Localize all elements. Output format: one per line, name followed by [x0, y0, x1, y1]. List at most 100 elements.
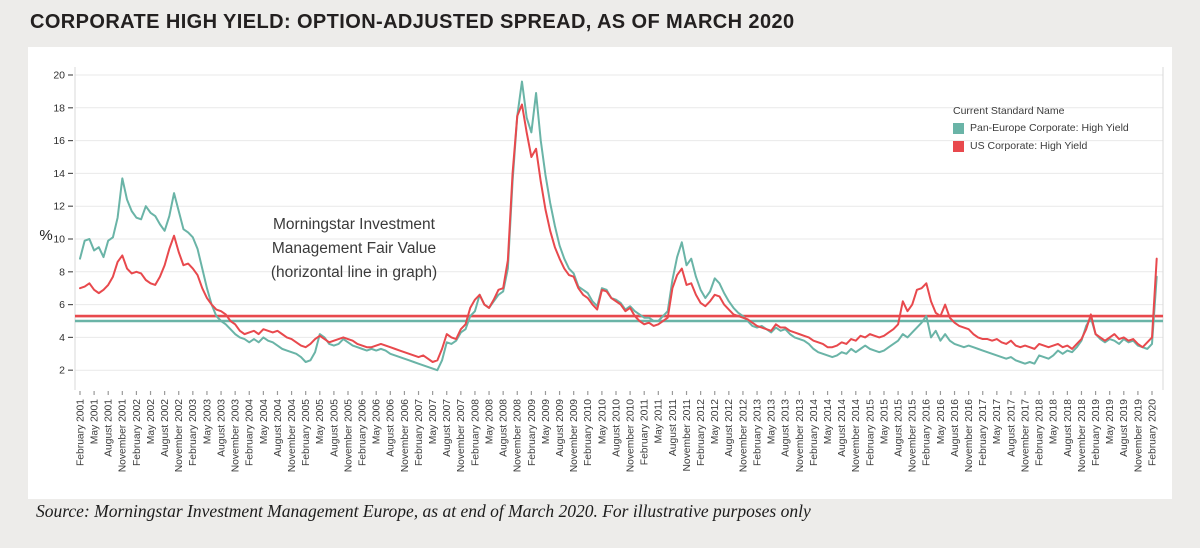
legend-title: Current Standard Name [953, 105, 1065, 117]
svg-text:November 2012: November 2012 [738, 399, 749, 473]
svg-text:February 2020: February 2020 [1147, 399, 1158, 466]
svg-text:May 2019: May 2019 [1105, 399, 1116, 444]
svg-text:May 2001: May 2001 [90, 399, 101, 444]
svg-text:February 2002: February 2002 [132, 399, 143, 466]
svg-text:August 2005: August 2005 [329, 399, 340, 457]
svg-text:August 2014: August 2014 [837, 399, 848, 457]
svg-text:November 2015: November 2015 [908, 399, 919, 473]
svg-text:6: 6 [59, 299, 65, 311]
svg-text:2: 2 [59, 365, 65, 377]
svg-text:November 2019: November 2019 [1133, 399, 1144, 473]
svg-text:May 2010: May 2010 [597, 399, 608, 444]
svg-text:May 2009: May 2009 [541, 399, 552, 444]
svg-text:February 2006: February 2006 [358, 399, 369, 466]
svg-text:February 2009: February 2009 [527, 399, 538, 466]
svg-text:12: 12 [53, 201, 65, 213]
svg-text:February 2018: February 2018 [1035, 399, 1046, 466]
us-series-swatch-icon [953, 140, 964, 152]
svg-text:November 2009: November 2009 [569, 399, 580, 473]
svg-text:November 2003: November 2003 [231, 399, 242, 473]
svg-text:August 2002: August 2002 [160, 399, 171, 457]
svg-text:August 2015: August 2015 [894, 399, 905, 457]
svg-text:February 2017: February 2017 [978, 399, 989, 466]
svg-text:4: 4 [59, 332, 65, 344]
svg-text:November 2004: November 2004 [287, 399, 298, 473]
page-title: CORPORATE HIGH YIELD: OPTION-ADJUSTED SP… [30, 11, 795, 33]
svg-text:May 2018: May 2018 [1049, 399, 1060, 444]
svg-text:November 2016: November 2016 [964, 399, 975, 473]
svg-text:November 2018: November 2018 [1077, 399, 1088, 473]
svg-text:November 2011: November 2011 [682, 399, 693, 472]
svg-text:August 2010: August 2010 [611, 399, 622, 457]
svg-text:November 2007: November 2007 [456, 399, 467, 473]
svg-text:February 2015: February 2015 [865, 399, 876, 466]
svg-text:August 2003: August 2003 [216, 399, 227, 457]
svg-text:8: 8 [59, 266, 65, 278]
svg-text:August 2017: August 2017 [1006, 399, 1017, 457]
svg-text:November 2010: November 2010 [626, 399, 637, 473]
svg-text:14: 14 [53, 168, 65, 180]
svg-text:November 2013: November 2013 [795, 399, 806, 473]
svg-text:August 2007: August 2007 [442, 399, 453, 457]
svg-text:November 2005: November 2005 [343, 399, 354, 473]
y-axis-title: % [39, 227, 53, 244]
pan-europe-series-swatch-icon [953, 122, 964, 134]
svg-text:November 2006: November 2006 [400, 399, 411, 473]
svg-text:February 2012: February 2012 [696, 399, 707, 466]
annotation-line: (horizontal line in graph) [270, 264, 438, 282]
svg-text:18: 18 [53, 102, 65, 114]
chart-legend: Current Standard Name Pan-Europe Corpora… [953, 105, 1168, 158]
svg-text:August 2011: August 2011 [668, 399, 679, 456]
svg-text:February 2008: February 2008 [470, 399, 481, 466]
svg-text:August 2009: August 2009 [555, 399, 566, 457]
svg-text:August 2012: August 2012 [724, 399, 735, 457]
svg-text:February 2019: February 2019 [1091, 399, 1102, 466]
svg-text:May 2011: May 2011 [654, 399, 665, 444]
svg-text:August 2006: August 2006 [386, 399, 397, 457]
svg-text:May 2005: May 2005 [315, 399, 326, 444]
annotation-line: Management Fair Value [271, 240, 437, 258]
svg-text:November 2001: November 2001 [118, 399, 129, 473]
svg-text:February 2010: February 2010 [583, 399, 594, 466]
svg-text:February 2016: February 2016 [922, 399, 933, 466]
svg-text:May 2008: May 2008 [484, 399, 495, 444]
svg-text:20: 20 [53, 70, 65, 82]
svg-text:May 2004: May 2004 [259, 399, 270, 444]
svg-text:May 2012: May 2012 [710, 399, 721, 444]
svg-text:May 2015: May 2015 [879, 399, 890, 444]
svg-text:November 2008: November 2008 [513, 399, 524, 473]
svg-text:10: 10 [53, 234, 65, 246]
svg-text:February 2014: February 2014 [809, 399, 820, 466]
svg-text:May 2016: May 2016 [936, 399, 947, 444]
svg-text:May 2017: May 2017 [992, 399, 1003, 444]
svg-text:May 2003: May 2003 [202, 399, 213, 444]
svg-text:February 2004: February 2004 [245, 399, 256, 466]
svg-text:16: 16 [53, 135, 65, 147]
svg-text:August 2004: August 2004 [273, 399, 284, 457]
svg-text:May 2014: May 2014 [823, 399, 834, 444]
chart-panel: 2 4 6 8 10 12 14 16 18 20 February 2001 May 2001 Aug… [28, 47, 1172, 499]
svg-text:February 2013: February 2013 [752, 399, 763, 466]
fair-value-annotation: Morningstar Investment Management Fair V… [254, 213, 454, 285]
svg-text:May 2002: May 2002 [146, 399, 157, 444]
svg-text:November 2014: November 2014 [851, 399, 862, 473]
svg-text:May 2013: May 2013 [767, 399, 778, 444]
svg-text:February 2005: February 2005 [301, 399, 312, 466]
svg-text:August 2018: August 2018 [1063, 399, 1074, 457]
svg-text:November 2002: November 2002 [174, 399, 185, 473]
annotation-line: Morningstar Investment [273, 216, 435, 233]
svg-text:February 2001: February 2001 [75, 399, 86, 466]
svg-text:February 2003: February 2003 [188, 399, 199, 466]
legend-item-us: US Corporate: High Yield [953, 140, 1168, 152]
svg-text:November 2017: November 2017 [1020, 399, 1031, 473]
svg-text:August 2001: August 2001 [104, 399, 115, 457]
legend-item-pan-europe: Pan-Europe Corporate: High Yield [953, 122, 1168, 134]
svg-text:August 2016: August 2016 [950, 399, 961, 457]
svg-text:May 2006: May 2006 [372, 399, 383, 444]
svg-text:February 2007: February 2007 [414, 399, 425, 466]
svg-text:May 2007: May 2007 [428, 399, 439, 444]
legend-item-label: US Corporate: High Yield [970, 140, 1088, 152]
svg-text:February 2011: February 2011 [640, 399, 651, 465]
source-note: Source: Morningstar Investment Managemen… [36, 501, 811, 521]
